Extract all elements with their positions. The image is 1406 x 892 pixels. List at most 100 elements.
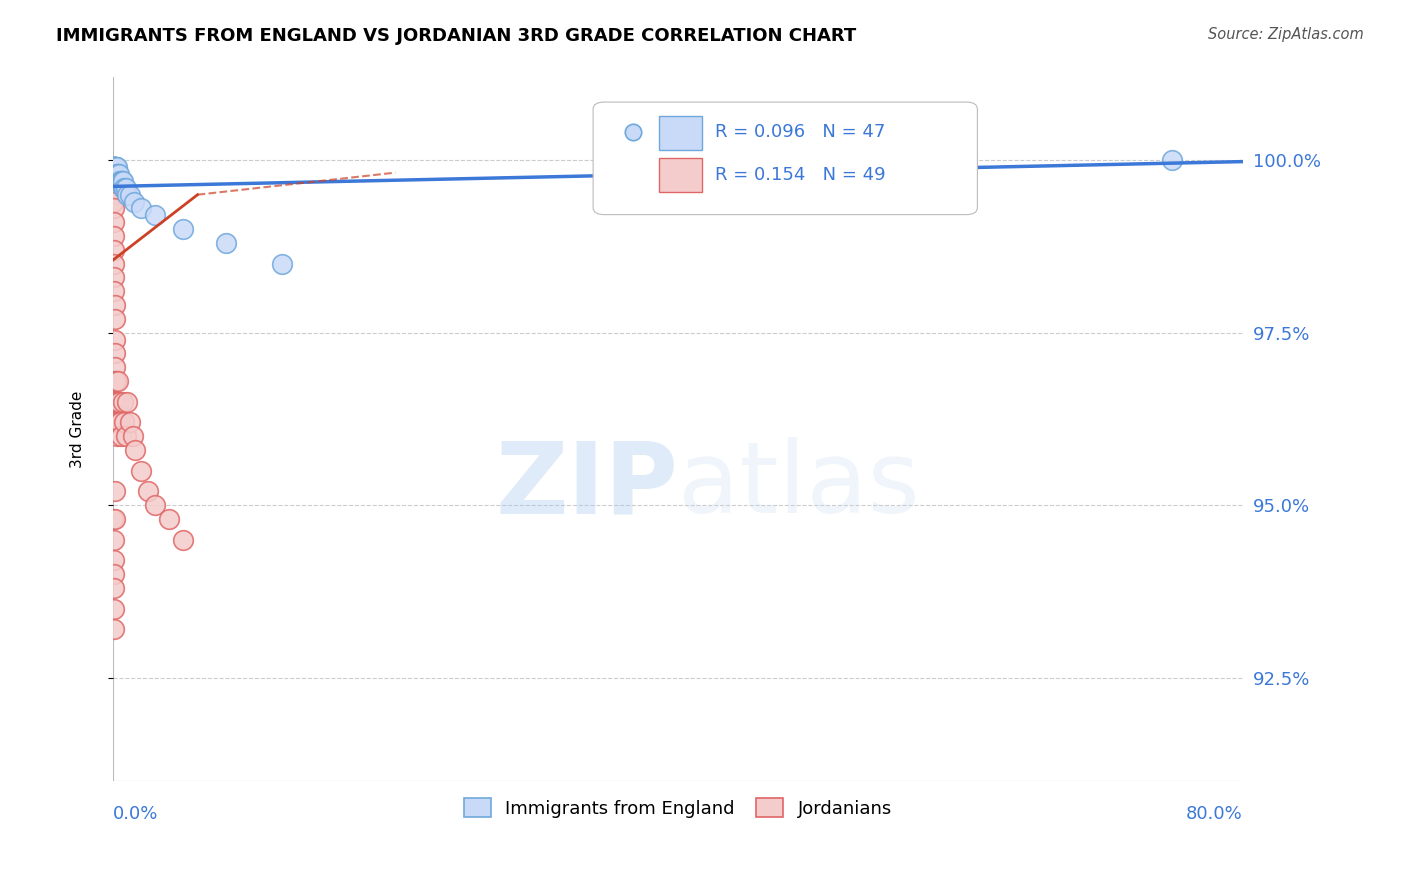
FancyBboxPatch shape <box>593 102 977 215</box>
Point <box>271 257 294 271</box>
Point <box>103 512 125 526</box>
Point <box>1161 153 1184 168</box>
Point <box>103 601 125 615</box>
Point <box>115 187 138 202</box>
Point <box>103 160 125 174</box>
Legend: Immigrants from England, Jordanians: Immigrants from England, Jordanians <box>457 791 900 825</box>
Point <box>104 160 127 174</box>
Text: IMMIGRANTS FROM ENGLAND VS JORDANIAN 3RD GRADE CORRELATION CHART: IMMIGRANTS FROM ENGLAND VS JORDANIAN 3RD… <box>56 27 856 45</box>
Text: atlas: atlas <box>678 437 920 534</box>
Point <box>114 429 136 443</box>
Point <box>103 181 125 195</box>
Point <box>157 512 180 526</box>
Point <box>104 167 127 181</box>
Point <box>103 194 125 209</box>
Point <box>104 374 127 388</box>
Point <box>104 346 127 360</box>
Point <box>104 409 127 423</box>
Point <box>103 160 125 174</box>
Point <box>110 429 132 443</box>
Point <box>103 160 125 174</box>
FancyBboxPatch shape <box>658 159 702 192</box>
Point <box>105 167 128 181</box>
Point <box>104 311 127 326</box>
Point <box>104 160 127 174</box>
Point <box>115 394 138 409</box>
Text: ZIP: ZIP <box>495 437 678 534</box>
Point <box>215 235 238 250</box>
Point <box>107 374 129 388</box>
Point <box>104 298 127 312</box>
Point <box>103 160 125 174</box>
Point <box>105 415 128 429</box>
Text: Source: ZipAtlas.com: Source: ZipAtlas.com <box>1208 27 1364 42</box>
Text: 0.0%: 0.0% <box>112 805 157 823</box>
Point <box>108 394 131 409</box>
Point <box>104 160 127 174</box>
Point <box>666 153 689 168</box>
Point <box>103 187 125 202</box>
Point <box>105 160 128 174</box>
Point <box>104 160 127 174</box>
Point <box>103 215 125 229</box>
Point <box>118 415 141 429</box>
Point <box>129 202 152 216</box>
Point <box>105 167 128 181</box>
Point <box>103 622 125 636</box>
Point <box>111 181 134 195</box>
Point <box>103 567 125 582</box>
Point <box>103 229 125 244</box>
Text: R = 0.154   N = 49: R = 0.154 N = 49 <box>716 166 886 184</box>
Point <box>110 174 132 188</box>
FancyBboxPatch shape <box>658 116 702 150</box>
Point <box>104 394 127 409</box>
Point <box>104 374 127 388</box>
Point <box>143 208 166 222</box>
Point <box>104 160 127 174</box>
Point <box>112 181 135 195</box>
Point <box>107 167 129 181</box>
Point <box>121 429 143 443</box>
Point <box>104 333 127 347</box>
Point <box>104 160 127 174</box>
Point <box>124 442 146 457</box>
Point <box>105 394 128 409</box>
Point <box>107 415 129 429</box>
Point <box>104 160 127 174</box>
Point <box>105 167 128 181</box>
Point <box>105 167 128 181</box>
Point <box>105 394 128 409</box>
Point <box>103 257 125 271</box>
Point <box>104 160 127 174</box>
Point <box>172 222 194 236</box>
Point <box>111 394 134 409</box>
Point <box>107 167 129 181</box>
Point <box>105 167 128 181</box>
Point <box>103 533 125 547</box>
Point <box>104 484 127 499</box>
Point <box>112 415 135 429</box>
Point <box>172 533 194 547</box>
Point <box>104 360 127 375</box>
Point <box>108 415 131 429</box>
Point <box>103 160 125 174</box>
Point <box>108 174 131 188</box>
Point <box>103 285 125 299</box>
Point <box>103 202 125 216</box>
Point <box>103 581 125 595</box>
Point <box>104 512 127 526</box>
Point <box>112 174 135 188</box>
Point <box>136 484 159 499</box>
Text: 80.0%: 80.0% <box>1187 805 1243 823</box>
Point <box>104 160 127 174</box>
Text: 3rd Grade: 3rd Grade <box>70 391 84 468</box>
Point <box>105 167 128 181</box>
Point <box>110 174 132 188</box>
Point <box>122 194 145 209</box>
Point <box>105 160 128 174</box>
Point <box>103 553 125 567</box>
Point <box>114 181 136 195</box>
Point <box>103 243 125 257</box>
Point <box>103 160 125 174</box>
Point <box>111 174 134 188</box>
